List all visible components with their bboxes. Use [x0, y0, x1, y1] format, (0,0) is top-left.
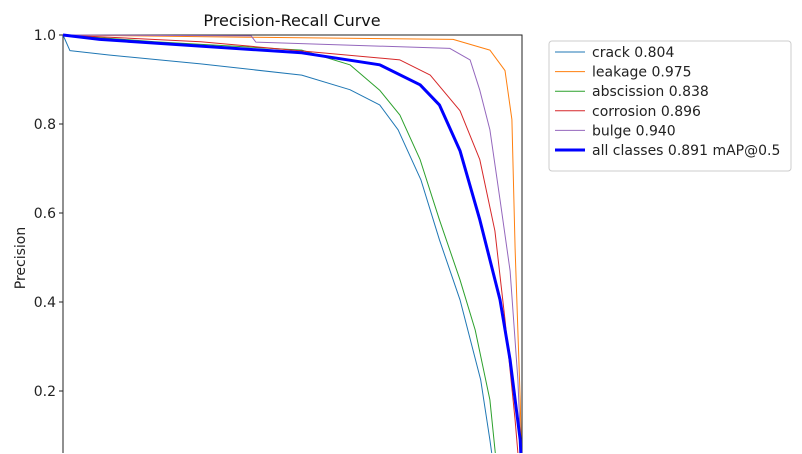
y-ticks: 0.2 0.4 0.6 0.8 1.0 — [34, 28, 63, 400]
plot-frame — [62, 34, 523, 453]
y-tick-label: 0.8 — [34, 117, 56, 133]
legend-label: abscission 0.838 — [592, 84, 709, 100]
y-tick-label: 0.6 — [34, 206, 56, 222]
series-line-3 — [62, 34, 519, 454]
series-lines — [62, 33, 523, 454]
y-tick-label: 1.0 — [34, 28, 56, 44]
series-line-0 — [62, 34, 493, 454]
y-axis-label: Precision — [13, 227, 29, 289]
series-line-4 — [62, 34, 522, 454]
y-tick-label: 0.2 — [34, 384, 56, 400]
series-line-5 — [62, 33, 523, 454]
legend-label: leakage 0.975 — [592, 65, 692, 81]
series-line-1 — [62, 34, 522, 454]
legend-label: corrosion 0.896 — [592, 104, 701, 120]
legend-label: crack 0.804 — [592, 45, 674, 61]
legend-label: all classes 0.891 mAP@0.5 — [592, 143, 780, 159]
chart-title: Precision-Recall Curve — [203, 11, 380, 30]
y-tick-label: 0.4 — [34, 295, 56, 311]
legend: crack 0.804 leakage 0.975 abscission 0.838… — [548, 40, 792, 172]
legend-label: bulge 0.940 — [592, 123, 676, 139]
